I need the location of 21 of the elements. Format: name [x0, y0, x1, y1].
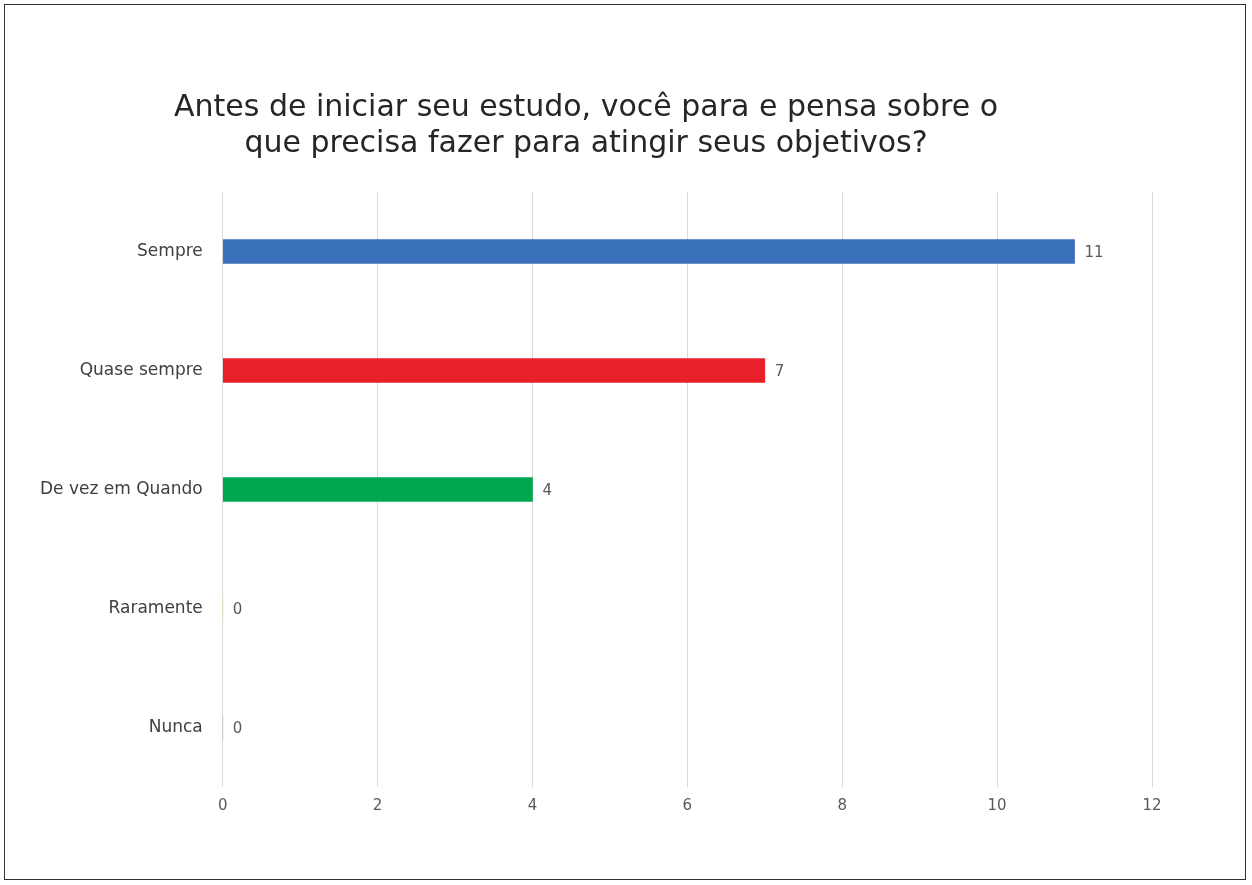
bar: [222, 358, 766, 383]
y-tick-label: Quase sempre: [79, 358, 203, 379]
chart-title: Antes de iniciar seu estudo, você para e pensa sobre o que precisa fazer para atingir seus objetivos?: [173, 87, 999, 159]
data-label: 0: [232, 600, 243, 619]
x-tick-label: 10: [987, 795, 1007, 814]
data-label: 0: [232, 719, 243, 738]
y-tick-label: De vez em Quando: [40, 477, 203, 498]
data-label: 4: [542, 481, 553, 500]
y-tick-label: Raramente: [108, 596, 203, 617]
bar: [222, 239, 1075, 264]
x-tick-label: 2: [372, 795, 383, 814]
bar: [222, 477, 533, 502]
y-tick-label: Nunca: [148, 715, 203, 736]
x-tick-label: 6: [682, 795, 693, 814]
y-tick-label: Sempre: [137, 239, 203, 260]
x-tick-label: 0: [217, 795, 228, 814]
x-tick-label: 12: [1142, 795, 1162, 814]
x-tick-label: 8: [837, 795, 848, 814]
x-tick-label: 4: [527, 795, 538, 814]
data-label: 11: [1084, 243, 1104, 262]
data-label: 7: [774, 362, 785, 381]
